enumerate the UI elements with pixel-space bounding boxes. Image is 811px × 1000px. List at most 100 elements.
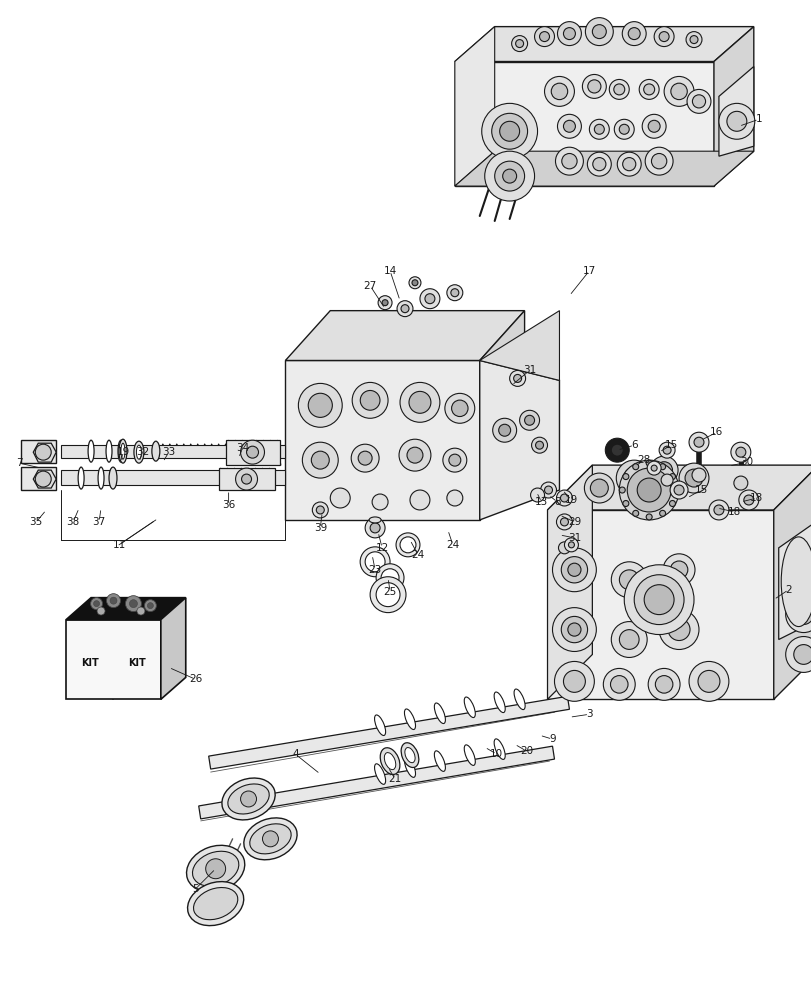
Circle shape	[91, 598, 102, 610]
Text: 15: 15	[663, 440, 677, 450]
Circle shape	[563, 120, 575, 132]
Circle shape	[564, 538, 577, 552]
Circle shape	[358, 451, 371, 465]
Circle shape	[619, 630, 638, 649]
Text: 16: 16	[710, 427, 723, 437]
Circle shape	[560, 518, 568, 526]
Circle shape	[670, 83, 686, 100]
Circle shape	[604, 438, 629, 462]
Ellipse shape	[494, 692, 504, 713]
Ellipse shape	[401, 743, 418, 768]
Circle shape	[587, 80, 600, 93]
Ellipse shape	[118, 440, 124, 462]
Circle shape	[424, 294, 435, 304]
Circle shape	[622, 500, 628, 506]
Circle shape	[241, 474, 251, 484]
Circle shape	[481, 103, 537, 159]
Text: 31: 31	[567, 533, 581, 543]
Circle shape	[560, 557, 587, 583]
Circle shape	[205, 859, 225, 879]
Text: 26: 26	[189, 674, 202, 684]
Circle shape	[619, 570, 638, 590]
Circle shape	[594, 124, 603, 134]
Circle shape	[502, 169, 516, 183]
Ellipse shape	[193, 888, 238, 920]
Circle shape	[567, 623, 581, 636]
Circle shape	[530, 488, 544, 502]
Circle shape	[638, 79, 659, 99]
Circle shape	[743, 495, 753, 505]
Circle shape	[484, 151, 534, 201]
Circle shape	[642, 114, 665, 138]
Circle shape	[448, 454, 461, 466]
Circle shape	[616, 460, 651, 496]
Polygon shape	[225, 440, 280, 465]
Polygon shape	[718, 66, 753, 156]
Circle shape	[610, 676, 627, 693]
Circle shape	[365, 552, 384, 572]
Circle shape	[659, 510, 665, 516]
Circle shape	[444, 393, 474, 423]
Circle shape	[613, 84, 624, 95]
Circle shape	[524, 415, 534, 425]
Ellipse shape	[221, 778, 275, 820]
Circle shape	[235, 468, 257, 490]
Circle shape	[109, 597, 117, 604]
Circle shape	[370, 577, 406, 613]
Circle shape	[551, 83, 567, 100]
Circle shape	[685, 32, 702, 48]
Circle shape	[659, 442, 674, 458]
Circle shape	[555, 147, 582, 175]
Polygon shape	[713, 27, 753, 186]
Circle shape	[360, 390, 380, 410]
Text: 37: 37	[92, 517, 105, 527]
Circle shape	[540, 482, 556, 498]
Text: 28: 28	[637, 455, 650, 465]
Text: 38: 38	[67, 517, 79, 527]
Circle shape	[35, 444, 51, 460]
Circle shape	[659, 32, 668, 42]
Circle shape	[611, 444, 623, 456]
Circle shape	[589, 119, 608, 139]
Circle shape	[378, 296, 392, 310]
Circle shape	[560, 616, 587, 643]
Circle shape	[624, 565, 693, 635]
Circle shape	[330, 488, 350, 508]
Circle shape	[556, 490, 572, 506]
Circle shape	[697, 670, 719, 692]
Circle shape	[616, 152, 641, 176]
Circle shape	[584, 473, 614, 503]
Text: 15: 15	[693, 485, 706, 495]
Text: 36: 36	[221, 500, 235, 510]
Circle shape	[137, 607, 144, 615]
Circle shape	[637, 478, 660, 502]
Text: 29: 29	[567, 517, 581, 527]
Text: 24: 24	[446, 540, 459, 550]
Circle shape	[718, 103, 754, 139]
Text: 18: 18	[727, 507, 740, 517]
Circle shape	[643, 84, 654, 95]
Text: 13: 13	[534, 497, 547, 507]
Text: 5: 5	[192, 884, 199, 894]
Circle shape	[608, 79, 629, 99]
Polygon shape	[454, 27, 494, 186]
Circle shape	[663, 76, 693, 106]
Text: 30: 30	[740, 457, 753, 467]
Circle shape	[515, 40, 523, 48]
Circle shape	[632, 464, 638, 470]
Circle shape	[581, 74, 606, 98]
Text: 39: 39	[313, 523, 327, 533]
Circle shape	[585, 18, 612, 46]
Text: 8: 8	[553, 497, 560, 507]
Text: 31: 31	[522, 365, 535, 375]
Circle shape	[544, 486, 551, 494]
Circle shape	[654, 27, 673, 47]
Ellipse shape	[250, 824, 291, 854]
Circle shape	[492, 418, 516, 442]
Circle shape	[793, 645, 811, 664]
Text: 12: 12	[375, 543, 388, 553]
Polygon shape	[773, 465, 811, 699]
Circle shape	[302, 442, 338, 478]
Text: KIT: KIT	[128, 658, 146, 668]
Circle shape	[668, 474, 675, 480]
